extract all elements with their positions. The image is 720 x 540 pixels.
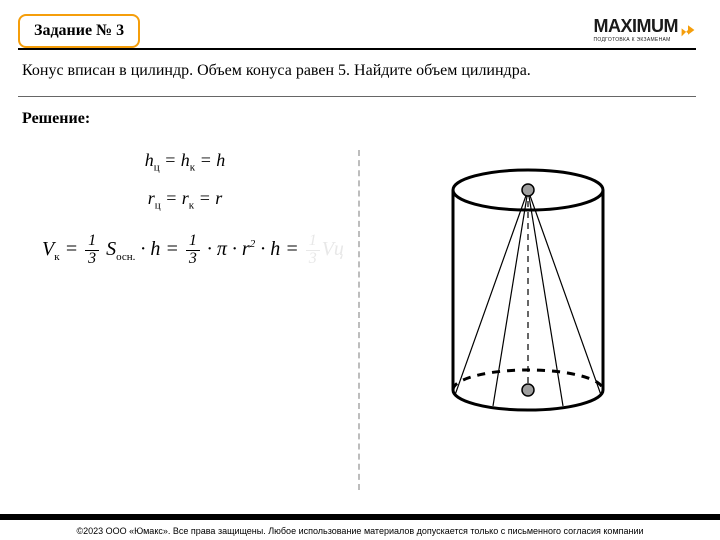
mid-rule [18,96,696,97]
copyright-text: ©2023 ООО «Юмакс». Все права защищены. Л… [0,526,720,536]
brand-logo: MAXIMUM ПОДГОТОВКА К ЭКЗАМЕНАМ [594,16,697,43]
equation-3: Vк = 13 Sосн. · h = 13 · π · r2 · h = 13… [22,233,348,268]
ghost-fraction: 13 [306,233,320,268]
equation-2: rц = rк = r [22,188,348,212]
problem-text: Конус вписан в цилиндр. Объем конуса рав… [22,62,696,80]
footer-bar [0,514,720,520]
figure-column [360,150,696,490]
arrow-icon [680,22,696,38]
task-label: Задание № 3 [34,22,124,39]
equation-1: hц = hк = h [22,150,348,174]
logo-text: MAXIMUM [594,16,679,37]
task-badge: Задание № 3 [18,14,140,48]
top-rule [18,48,696,50]
solution-label: Решение: [22,110,90,128]
cylinder-cone-figure [413,150,643,450]
logo-subtext: ПОДГОТОВКА К ЭКЗАМЕНАМ [594,37,679,43]
content-area: hц = hк = h rц = rк = r Vк = 13 Sосн. · … [22,150,696,490]
equations-column: hц = hк = h rц = rк = r Vк = 13 Sосн. · … [22,150,358,490]
